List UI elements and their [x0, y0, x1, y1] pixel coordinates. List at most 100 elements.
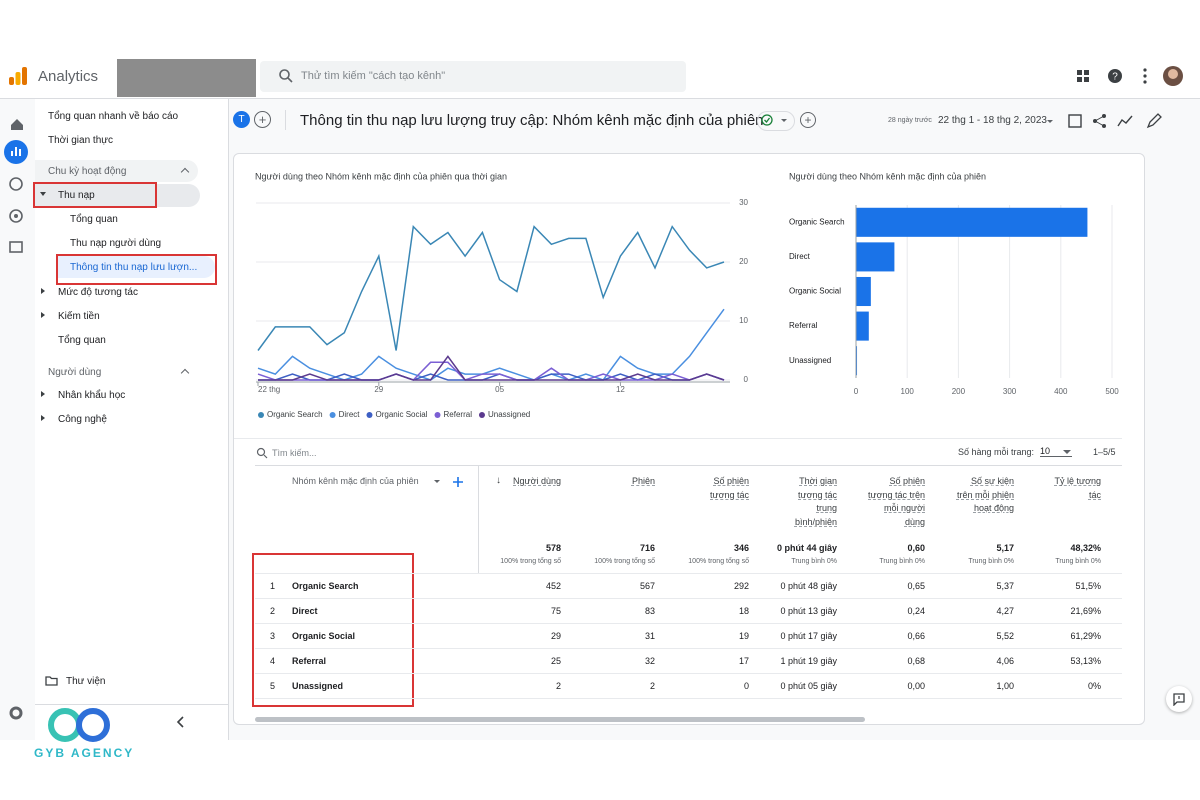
- nav-rail: [4, 119, 28, 720]
- range-label: 28 ngày trước: [888, 117, 932, 124]
- bar: [856, 242, 895, 272]
- sidebar-item[interactable]: Mức độ tương tác: [58, 287, 138, 298]
- y-tick-label: Unassigned: [789, 356, 831, 365]
- cell: 51,5%: [1075, 581, 1101, 591]
- redacted-account: [117, 59, 256, 97]
- sidebar-item[interactable]: Thu nạp người dùng: [70, 238, 162, 249]
- column-total: 5,17: [996, 543, 1014, 553]
- charts: Người dùng theo Nhóm kênh mặc định của p…: [255, 171, 1119, 419]
- sidebar-item[interactable]: Thông tin thu nạp lưu lượn...: [70, 262, 198, 273]
- table-search[interactable]: Tìm kiếm...: [272, 448, 317, 458]
- cell: 452: [545, 581, 561, 591]
- expand-arrow: [41, 288, 45, 294]
- column-header[interactable]: Người dùng: [513, 476, 561, 486]
- sidebar-item[interactable]: Tổng quan nhanh về báo cáo: [48, 111, 179, 122]
- y-tick-label: Direct: [789, 252, 811, 261]
- column-total: 346: [733, 543, 749, 553]
- column-total-note: Trung bình 0%: [879, 558, 925, 565]
- rows-per-page-label: Số hàng mỗi trang:: [958, 447, 1035, 457]
- brand-logo: [48, 708, 110, 742]
- row-rank: 2: [270, 606, 276, 616]
- logo: [9, 67, 27, 85]
- x-tick-label: 300: [1003, 387, 1017, 396]
- sidebar-divider: [35, 704, 228, 705]
- row-divider: [255, 648, 1122, 649]
- pagination: 1–5/5: [1093, 447, 1116, 457]
- cell: 4,06: [996, 656, 1014, 666]
- row-name: Referral: [292, 656, 327, 666]
- column-divider: [478, 465, 479, 573]
- cell: 0,24: [907, 606, 925, 616]
- dimension-controls: [434, 477, 463, 487]
- row-rank: 4: [270, 656, 276, 666]
- legend-dot: [366, 412, 373, 418]
- rows-per-page[interactable]: 10: [1040, 446, 1072, 457]
- sidebar-section: Chu kỳ hoạt động: [48, 166, 127, 177]
- add-comparison[interactable]: +: [254, 111, 271, 128]
- cell: 53,13%: [1070, 656, 1101, 666]
- y-tick-label: 30: [739, 198, 748, 207]
- table-top-divider: [234, 438, 1122, 439]
- row-name: Organic Search: [292, 581, 359, 591]
- row-rank: 1: [270, 581, 276, 591]
- collapse-icon[interactable]: [175, 716, 187, 728]
- row-divider: [255, 673, 1122, 674]
- sidebar-item[interactable]: Tổng quan: [58, 335, 106, 346]
- legend-label: Organic Social: [375, 410, 427, 419]
- cell: 0,66: [907, 631, 925, 641]
- y-tick-label: Organic Search: [789, 217, 845, 226]
- sidebar-item[interactable]: Thu nạp: [58, 190, 95, 201]
- legend-dot: [258, 412, 264, 418]
- column-header[interactable]: Số sự kiện trên mỗi phiên hoạt động: [956, 476, 1014, 513]
- search-icon: [279, 69, 293, 83]
- column-header[interactable]: Số phiên tương tác: [710, 476, 749, 500]
- column-header[interactable]: Phiên: [631, 476, 655, 486]
- feedback-icon: [1173, 693, 1185, 706]
- x-tick-label: 200: [952, 387, 966, 396]
- sidebar-item[interactable]: Công nghệ: [58, 414, 107, 425]
- column-total: 0,60: [907, 543, 925, 553]
- column-total: 0 phút 44 giây: [776, 543, 837, 553]
- column-header[interactable]: Tỷ lệ tương tác: [1054, 476, 1101, 500]
- add-button[interactable]: +: [800, 112, 816, 128]
- legend-label: Organic Search: [267, 410, 323, 419]
- comparison-avatar[interactable]: T: [233, 111, 250, 128]
- y-tick-label: Organic Social: [789, 287, 841, 296]
- y-tick-label: Referral: [789, 321, 818, 330]
- cell: 0 phút 48 giây: [780, 581, 837, 591]
- x-tick-label: 22 thg: [258, 385, 280, 394]
- folder-icon: [45, 676, 58, 686]
- row-name: Direct: [292, 606, 318, 616]
- search-box[interactable]: [260, 61, 686, 92]
- y-tick-label: 0: [744, 375, 749, 384]
- bar: [856, 311, 869, 341]
- sidebar-item[interactable]: Tổng quan: [70, 214, 118, 225]
- column-header[interactable]: Thời gian tương tác trung bình/phiên: [794, 476, 837, 527]
- cell: 29: [550, 631, 561, 641]
- cell: 75: [550, 606, 561, 616]
- row-divider: [255, 573, 1122, 574]
- cell: 0 phút 13 giây: [780, 606, 837, 616]
- library-link[interactable]: Thư viện: [66, 676, 106, 687]
- status-icons: [761, 114, 787, 126]
- cell: 61,29%: [1070, 631, 1101, 641]
- sidebar-item[interactable]: Thời gian thực: [48, 135, 113, 146]
- row-divider: [255, 598, 1122, 599]
- sidebar-item[interactable]: Kiếm tiền: [58, 311, 100, 322]
- cell: 1 phút 19 giây: [780, 656, 837, 666]
- legend-label: Referral: [444, 410, 473, 419]
- y-tick-label: 10: [739, 316, 748, 325]
- x-tick-label: 0: [854, 387, 859, 396]
- column-total-note: Trung bình 0%: [791, 558, 837, 565]
- status-chip[interactable]: [757, 111, 795, 131]
- date-range[interactable]: 22 thg 1 - 18 thg 2, 2023: [938, 115, 1047, 126]
- sidebar-item[interactable]: Nhân khẩu học: [58, 390, 126, 401]
- dimension-header[interactable]: Nhóm kênh mặc định của phiên: [292, 476, 419, 486]
- cell: 0%: [1087, 681, 1101, 691]
- x-tick-label: 05: [495, 385, 504, 394]
- report-title: Thông tin thu nạp lưu lượng truy cập: Nh…: [300, 112, 764, 129]
- column-total-note: 100% trong tổng số: [500, 558, 561, 565]
- search-placeholder: Thử tìm kiếm "cách tạo kênh": [301, 70, 446, 82]
- cell: 0 phút 05 giây: [780, 681, 837, 691]
- column-header[interactable]: Số phiên tương tác trên mỗi người dùng: [868, 476, 925, 527]
